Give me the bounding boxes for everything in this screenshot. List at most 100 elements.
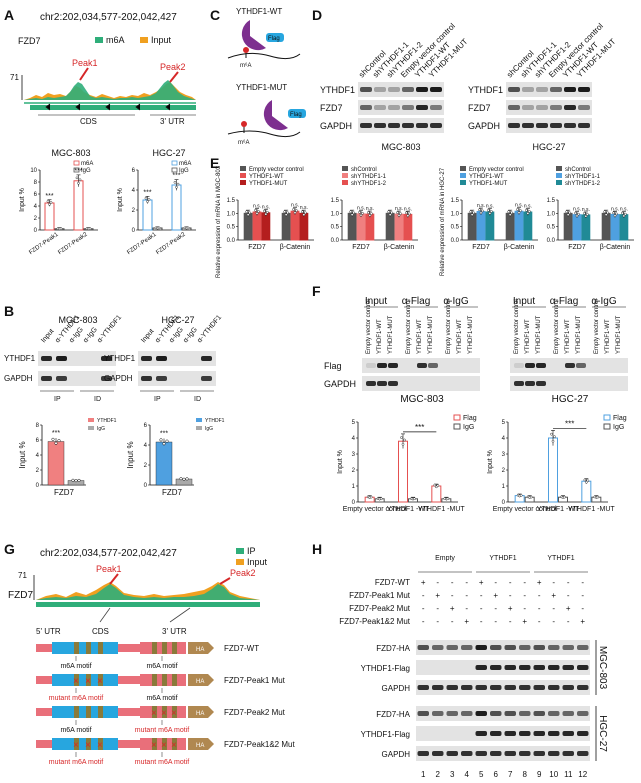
h-band	[548, 751, 560, 756]
y-tick-label: 0	[132, 228, 136, 234]
d-band	[360, 123, 372, 128]
f-lane-label: YTHDF1-MUT	[388, 315, 394, 354]
data-point	[146, 200, 149, 203]
f-group-label: α-Flag	[402, 296, 431, 307]
data-point	[550, 432, 553, 436]
g-mutation-mark: ×	[171, 740, 177, 751]
y-tick-label: 0.5	[227, 225, 236, 231]
f-row-label: GAPDH	[324, 379, 356, 389]
g-ha-label: HA	[196, 743, 204, 749]
g-legend-input: Input	[247, 557, 268, 567]
bar	[601, 212, 611, 241]
b-row-label: GAPDH	[4, 374, 33, 383]
panel-a: A chr2:202,034,577-202,042,427 FZD7 m6A …	[4, 7, 196, 256]
data-point	[584, 214, 588, 218]
d-band	[430, 105, 442, 110]
d-band	[402, 123, 414, 128]
h-band	[562, 731, 574, 736]
b-blot-strip	[138, 351, 216, 366]
data-point	[396, 211, 399, 214]
data-point	[517, 211, 521, 214]
h-band	[417, 751, 429, 756]
y-axis-label: Input %	[18, 441, 27, 468]
h-blot: Empty YTHDF1 YTHDF1 FZD7-WT + - - - + - - - + - - - FZD7…	[339, 555, 608, 779]
bar	[252, 211, 262, 241]
h-band	[548, 645, 560, 650]
bar	[548, 437, 558, 503]
h-band	[562, 711, 574, 716]
b-band	[156, 376, 167, 381]
g-peak1-arrow	[109, 573, 119, 585]
data-point	[519, 209, 522, 212]
data-point	[510, 211, 513, 215]
data-point	[370, 212, 373, 215]
y-tick-label: 1.0	[331, 211, 340, 217]
h-blot-strip	[416, 680, 590, 695]
y-tick-label: 4	[144, 443, 148, 449]
category-label: YTHDF1 -WT	[387, 506, 430, 513]
g-mutation-mark: ×	[151, 740, 157, 751]
h-cell-label: HGC-27	[597, 715, 608, 752]
e-y-axis-label: Relative expression of mRNA in MGC-803	[216, 165, 222, 278]
category-label: FZD7	[568, 244, 586, 251]
data-point	[397, 214, 401, 217]
bar	[394, 213, 404, 241]
bar	[290, 210, 300, 241]
bar	[365, 213, 375, 241]
h-band	[519, 751, 531, 756]
data-point	[159, 438, 163, 442]
y-tick-label: 4	[34, 204, 38, 210]
panel-b: B MGC-803Inputα-YTHDF1α-IgGα-IgGα-YTHDF1…	[4, 303, 225, 497]
b-charts: YTHDF1 IgG 0 2 4 6 8 Input % *** FZD7 YTHDF1 IgG 0 2 4…	[18, 418, 225, 497]
g-utr-motif	[152, 738, 157, 750]
g-ha-tag	[188, 642, 214, 654]
g-left-motif-label: mutant m6A motif	[49, 695, 104, 702]
f-band	[366, 363, 376, 368]
h-pattern-mark: -	[436, 578, 439, 587]
c-wt-label: YTHDF1-WT	[236, 7, 282, 16]
data-point	[266, 210, 269, 214]
h-band	[504, 685, 516, 690]
y-tick-label: 5	[502, 420, 506, 426]
g-cds-motif	[86, 642, 91, 654]
h-pattern-mark: -	[509, 591, 512, 600]
data-point	[352, 211, 355, 215]
g-mid-block	[118, 676, 140, 684]
c-wt-rna	[227, 52, 301, 60]
h-band	[504, 751, 516, 756]
a-legend-input-swatch	[140, 37, 148, 43]
h-condition-label: FZD7-Peak1 Mut	[349, 591, 411, 600]
b-lane-label: α-IgG	[82, 326, 99, 344]
a-significance: ***	[143, 189, 151, 196]
g-mutation-mark: ×	[171, 708, 177, 719]
h-band	[490, 731, 502, 736]
h-band	[446, 685, 458, 690]
e-legend-swatch	[460, 180, 466, 185]
h-pattern-mark: -	[494, 617, 497, 626]
y-tick-label: 0.5	[331, 225, 340, 231]
y-tick-label: 1	[352, 484, 356, 490]
g-utr-motif	[172, 706, 177, 718]
data-point	[525, 208, 528, 212]
data-point	[516, 208, 519, 211]
a-m6a-track	[24, 80, 196, 100]
data-point	[472, 211, 475, 215]
g-coord: chr2:202,034,577-202,042,427	[40, 548, 177, 559]
g-utr-motif	[172, 642, 177, 654]
y-tick-label: 8	[36, 423, 40, 429]
data-point	[173, 180, 177, 184]
g-mutation-mark: ×	[97, 676, 103, 687]
d-band	[388, 105, 400, 110]
d-band	[360, 105, 372, 110]
bar	[142, 199, 153, 231]
data-point	[255, 212, 259, 215]
d-band	[522, 87, 534, 92]
data-point	[405, 211, 408, 215]
h-band	[475, 711, 487, 716]
data-point	[182, 477, 186, 481]
h-band	[533, 685, 545, 690]
d-row-label: GAPDH	[320, 121, 352, 131]
g-ha-label: HA	[196, 679, 204, 685]
data-point	[566, 213, 570, 217]
